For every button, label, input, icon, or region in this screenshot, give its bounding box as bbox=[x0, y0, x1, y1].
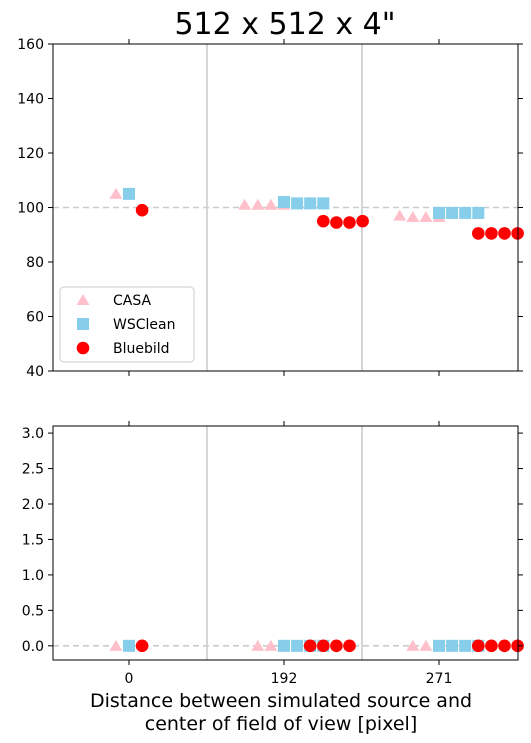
data-point-wsclean bbox=[446, 639, 459, 652]
data-point-wsclean bbox=[472, 206, 485, 219]
data-point-casa bbox=[419, 211, 433, 223]
data-point-casa bbox=[251, 198, 265, 210]
data-point-casa bbox=[419, 639, 433, 651]
data-point-bluebild bbox=[485, 639, 498, 653]
data-point-wsclean bbox=[459, 206, 472, 219]
data-point-bluebild bbox=[472, 227, 485, 240]
data-point-wsclean bbox=[291, 197, 304, 210]
legend: CASA WSClean Bluebild bbox=[59, 286, 195, 363]
legend-label-bluebild: Bluebild bbox=[113, 341, 170, 357]
y-tick-label: 80 bbox=[26, 255, 44, 271]
data-point-bluebild bbox=[303, 639, 317, 653]
x-axis-label-line-2: center of field of view [pixel] bbox=[145, 713, 418, 735]
legend-box bbox=[59, 286, 195, 363]
y-tick-label: 2.5 bbox=[22, 462, 44, 478]
y-tick-label: 120 bbox=[17, 146, 44, 162]
data-point-wsclean bbox=[317, 197, 330, 210]
y-tick-label: 60 bbox=[26, 310, 44, 326]
y-tick-label: 140 bbox=[17, 92, 44, 108]
data-point-wsclean bbox=[123, 187, 135, 200]
y-tick-label: 0.0 bbox=[22, 639, 44, 655]
data-point-bluebild bbox=[317, 639, 330, 653]
data-point-casa bbox=[264, 639, 278, 651]
data-point-casa bbox=[109, 639, 123, 651]
data-point-casa bbox=[406, 639, 420, 651]
data-point-wsclean bbox=[304, 197, 317, 210]
data-point-bluebild bbox=[330, 639, 343, 653]
legend-label-wsclean: WSClean bbox=[113, 317, 175, 333]
data-point-wsclean bbox=[291, 639, 304, 652]
data-point-wsclean bbox=[278, 639, 290, 652]
x-tick-label: 192 bbox=[271, 671, 298, 687]
data-point-wsclean bbox=[459, 639, 472, 652]
data-point-bluebild bbox=[135, 203, 149, 217]
legend-marker-bluebild bbox=[76, 341, 90, 355]
y-tick-label: 0.5 bbox=[22, 603, 44, 619]
y-tick-label: 160 bbox=[17, 37, 44, 53]
data-point-casa bbox=[406, 211, 420, 223]
data-point-casa bbox=[238, 198, 252, 210]
y-tick-label: 100 bbox=[17, 201, 44, 217]
x-tick-label: 271 bbox=[426, 671, 453, 687]
data-point-casa bbox=[393, 209, 407, 221]
data-point-bluebild bbox=[472, 639, 485, 653]
data-point-wsclean bbox=[278, 196, 290, 209]
chart-title: 512 x 512 x 4" bbox=[174, 7, 395, 42]
data-point-bluebild bbox=[317, 214, 330, 228]
data-point-bluebild bbox=[343, 639, 356, 653]
top-panel: 40 60 80 100 120 140 160 CASA WSClean Bluebild bbox=[17, 37, 524, 380]
x-axis-label-line-1: Distance between simulated source and bbox=[90, 690, 472, 712]
plot-frame bbox=[52, 425, 519, 661]
data-point-bluebild bbox=[498, 227, 511, 240]
legend-marker-wsclean bbox=[77, 318, 89, 330]
data-point-casa bbox=[109, 187, 123, 199]
y-tick-label: 1.0 bbox=[22, 568, 44, 584]
data-point-bluebild bbox=[356, 214, 369, 228]
data-point-casa bbox=[264, 198, 278, 210]
data-point-casa bbox=[251, 639, 265, 651]
y-tick-label: 2.0 bbox=[22, 497, 44, 513]
data-point-wsclean bbox=[123, 639, 135, 652]
x-tick-label: 0 bbox=[125, 671, 134, 687]
data-point-wsclean bbox=[433, 206, 445, 219]
data-point-bluebild bbox=[330, 216, 343, 229]
bottom-panel: 0.0 0.5 1.0 1.5 2.0 2.5 3.0 0 192 271 bbox=[22, 421, 524, 687]
y-tick-label: 40 bbox=[26, 364, 44, 380]
y-tick-label: 1.5 bbox=[22, 532, 44, 548]
data-point-wsclean bbox=[446, 206, 459, 219]
data-point-bluebild bbox=[135, 639, 149, 653]
data-point-bluebild bbox=[485, 227, 498, 240]
legend-label-casa: CASA bbox=[113, 293, 151, 309]
legend-marker-casa bbox=[76, 294, 90, 305]
data-point-bluebild bbox=[343, 216, 356, 229]
data-point-wsclean bbox=[433, 639, 445, 652]
data-point-bluebild bbox=[498, 639, 511, 653]
y-tick-label: 3.0 bbox=[22, 426, 44, 442]
